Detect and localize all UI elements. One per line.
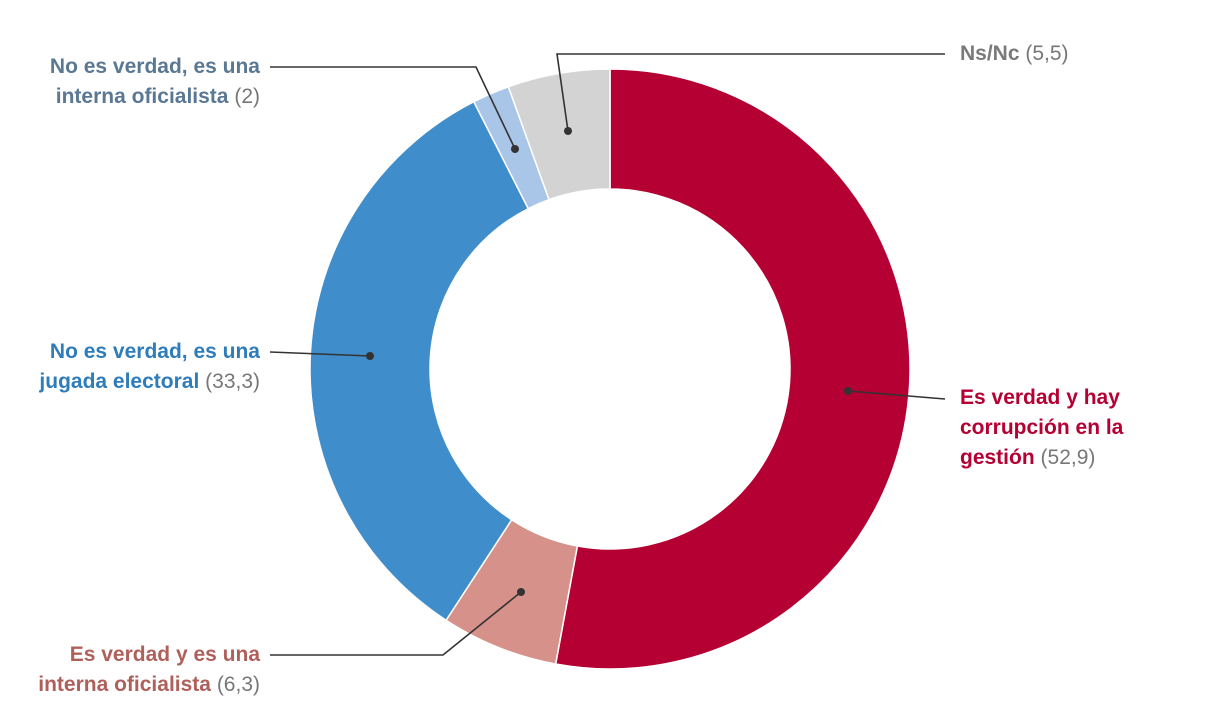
leader-no-verdad-interna bbox=[270, 66, 516, 150]
slice-ns-nc bbox=[507, 68, 611, 201]
label-line: gestión bbox=[960, 446, 1035, 469]
leader-es-verdad-interna-dot bbox=[517, 588, 525, 596]
label-ns-nc: Ns/Nc (5,5) bbox=[960, 39, 1069, 69]
leader-no-verdad-interna-dot bbox=[511, 145, 519, 153]
leader-es-verdad-interna bbox=[270, 591, 522, 656]
label-line: No es verdad, es una bbox=[49, 55, 260, 78]
label-value: (6,3) bbox=[216, 673, 260, 696]
label-no-verdad-jugada: No es verdad, es una jugada electoral (3… bbox=[39, 337, 260, 397]
label-line: Es verdad y es una bbox=[69, 643, 260, 666]
leader-es-verdad-corrupcion-dot bbox=[844, 387, 852, 395]
label-value: (52,9) bbox=[1040, 446, 1096, 469]
leader-no-verdad-jugada-dot bbox=[366, 352, 374, 360]
label-value: (33,3) bbox=[205, 370, 260, 393]
label-line: Ns/Nc bbox=[960, 42, 1020, 65]
leader-es-verdad-corrupcion bbox=[847, 390, 946, 400]
label-line: No es verdad, es una bbox=[49, 340, 260, 363]
label-line: Es verdad y hay bbox=[960, 386, 1120, 409]
slice-no-verdad-jugada bbox=[309, 100, 530, 622]
label-value: (5,5) bbox=[1025, 42, 1069, 65]
leader-ns-nc bbox=[556, 53, 945, 132]
label-value: (2) bbox=[234, 85, 260, 108]
label-es-verdad-corrupcion: Es verdad y hay corrupción en la gestión… bbox=[960, 383, 1123, 473]
label-no-verdad-interna: No es verdad, es una interna oficialista… bbox=[50, 52, 260, 112]
label-line: interna oficialista bbox=[38, 673, 211, 696]
leader-no-verdad-jugada bbox=[269, 351, 371, 357]
label-line: corrupción en la bbox=[960, 416, 1124, 439]
label-line: jugada electoral bbox=[39, 370, 200, 393]
label-line: interna oficialista bbox=[55, 85, 229, 108]
label-es-verdad-interna: Es verdad y es una interna oficialista (… bbox=[38, 640, 260, 700]
leader-ns-nc-dot bbox=[564, 127, 572, 135]
slice-es-verdad-corrupcion bbox=[554, 68, 911, 670]
